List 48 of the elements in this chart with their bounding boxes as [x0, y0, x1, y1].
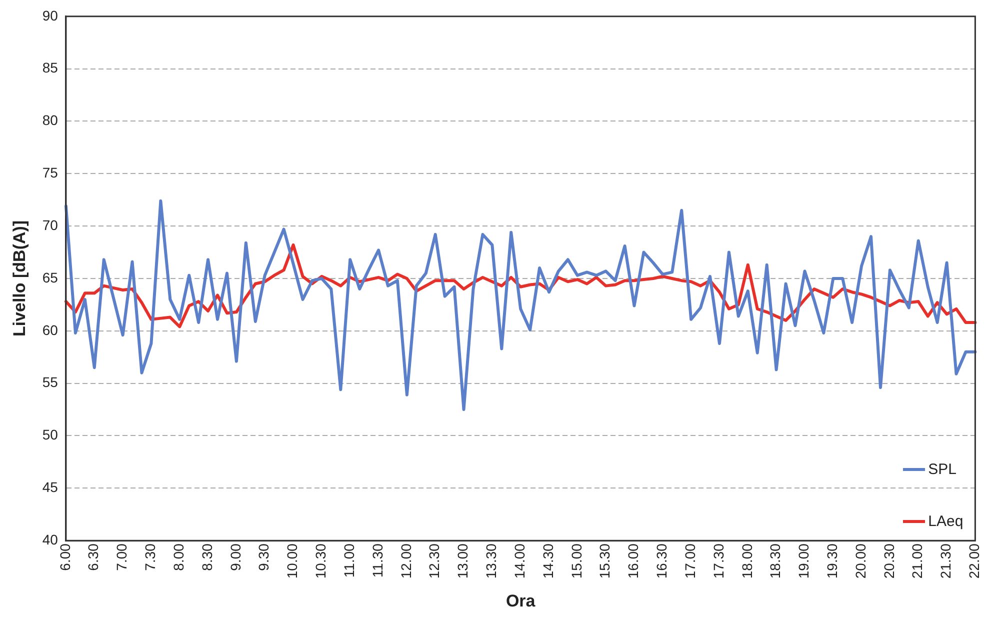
x-tick-label: 14.30: [540, 543, 556, 579]
y-axis-title: Livello [dB(A)]: [10, 220, 29, 337]
x-tick-label: 16.30: [654, 543, 670, 579]
x-tick-label: 21.00: [909, 543, 926, 579]
x-tick-label: 8.00: [170, 543, 186, 571]
x-tick-label: 17.30: [710, 543, 726, 579]
y-tick-label: 55: [42, 374, 58, 390]
x-tick-label: 11.30: [369, 543, 386, 578]
x-tick-label: 9.30: [256, 543, 272, 571]
x-tick-label: 8.30: [198, 543, 215, 571]
y-tick-label: 75: [42, 164, 58, 181]
x-tick-label: 6.30: [85, 543, 102, 571]
x-tick-label: 19.00: [796, 543, 812, 579]
y-tick-label: 40: [42, 531, 58, 548]
x-tick-label: 7.00: [114, 543, 130, 571]
x-tick-label: 15.30: [596, 543, 613, 579]
x-tick-label: 19.30: [824, 543, 840, 579]
x-tick-label: 10.30: [312, 543, 329, 579]
x-tick-label: 18.30: [767, 543, 784, 579]
x-tick-label: 9.00: [227, 543, 244, 571]
x-tick-label: 21.30: [938, 543, 954, 579]
x-tick-label: 20.30: [880, 543, 897, 579]
y-tick-label: 45: [42, 479, 58, 496]
x-tick-label: 12.00: [398, 543, 414, 579]
x-tick-label: 18.00: [738, 543, 755, 579]
y-tick-label: 50: [42, 426, 58, 443]
x-axis-title: Ora: [506, 591, 536, 610]
x-tick-label: 6.00: [56, 543, 73, 571]
x-tick-label: 22.00: [966, 543, 982, 579]
y-tick-label: 70: [42, 216, 58, 233]
x-tick-label: 13.30: [483, 543, 500, 579]
x-tick-label: 13.00: [454, 543, 471, 579]
x-tick-label: 14.00: [511, 543, 528, 579]
x-tick-label: 16.00: [625, 543, 642, 579]
y-tick-label: 85: [42, 60, 58, 76]
x-tick-label: 15.00: [568, 543, 584, 579]
y-tick-label: 65: [42, 269, 58, 286]
y-tick-label: 90: [42, 7, 58, 24]
y-tick-label: 60: [42, 322, 58, 338]
x-tick-label: 11.00: [340, 543, 357, 578]
x-tick-label: 10.00: [284, 543, 300, 579]
x-tick-label: 12.30: [426, 543, 442, 579]
x-tick-label: 7.30: [142, 543, 158, 571]
x-tick-label: 20.00: [852, 543, 868, 579]
y-tick-label: 80: [42, 112, 58, 128]
x-tick-label: 17.00: [682, 543, 698, 579]
legend-label: LAeq: [928, 513, 964, 530]
legend-label: SPL: [928, 461, 957, 478]
